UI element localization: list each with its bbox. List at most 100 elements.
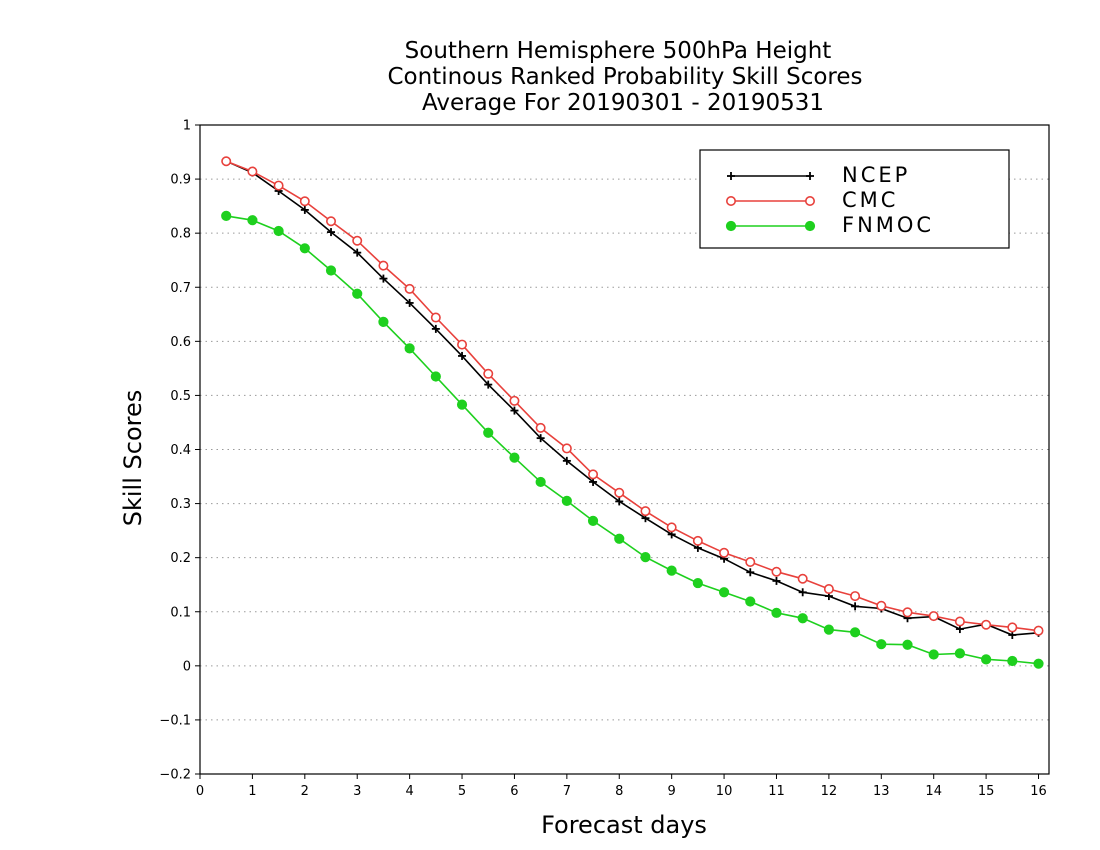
data-point-fnmoc (928, 649, 939, 660)
data-point-fnmoc (325, 265, 337, 276)
data-point-cmc (299, 196, 310, 207)
data-point-cmc (666, 522, 677, 533)
data-point-cmc (247, 166, 258, 177)
data-point-fnmoc (640, 552, 651, 563)
y-tick-label: −0.2 (159, 768, 191, 783)
x-tick-label: 5 (458, 784, 466, 799)
data-point-cmc (614, 487, 625, 498)
series-fnmoc (221, 210, 1044, 669)
x-tick-label: 0 (196, 784, 204, 799)
data-point-fnmoc (666, 565, 677, 576)
y-axis-label: Skill Scores (119, 390, 147, 527)
x-tick-label: 7 (563, 784, 571, 799)
data-point-cmc (719, 547, 730, 558)
data-point-fnmoc (876, 639, 887, 650)
legend-marker-fnmoc (725, 220, 737, 232)
data-point-ncep (405, 298, 414, 307)
data-point-cmc (588, 469, 599, 480)
title-line-1: Southern Hemisphere 500hPa Height (405, 38, 832, 64)
data-point-cmc (273, 180, 284, 191)
data-point-cmc (535, 422, 546, 433)
y-tick-label: 0.4 (170, 443, 191, 458)
legend-label-cmc: CMC (842, 188, 898, 212)
legend-label-fnmoc: FNMOC (842, 213, 934, 237)
series-cmc (221, 156, 1044, 636)
legend-samples (725, 172, 816, 232)
data-point-ncep (353, 248, 362, 257)
data-point-fnmoc (247, 215, 258, 226)
data-point-cmc (1033, 625, 1044, 636)
y-tick-label: 0.8 (170, 227, 191, 242)
data-point-fnmoc (981, 654, 992, 665)
data-point-cmc (902, 607, 913, 618)
data-point-fnmoc (823, 624, 834, 635)
y-tick-label: 0.3 (170, 497, 191, 512)
data-point-cmc (378, 260, 389, 271)
data-point-ncep (431, 324, 440, 333)
y-tick-label: 0.2 (170, 551, 191, 566)
data-point-cmc (561, 443, 572, 454)
data-point-ncep (772, 576, 781, 585)
data-point-fnmoc (954, 648, 966, 659)
data-point-cmc (483, 368, 494, 379)
data-point-fnmoc (273, 225, 284, 237)
chart-title: Southern Hemisphere 500hPa Height Contin… (387, 38, 862, 116)
data-point-cmc (850, 591, 861, 602)
x-tick-label: 3 (353, 784, 361, 799)
x-tick-label: 8 (615, 784, 623, 799)
legend-marker-ncep (727, 172, 735, 180)
data-point-fnmoc (745, 596, 756, 607)
x-tick-label: 15 (978, 784, 995, 799)
data-point-ncep (327, 228, 336, 237)
data-point-cmc (745, 556, 756, 567)
data-point-cmc (797, 573, 808, 584)
data-point-fnmoc (221, 210, 232, 221)
legend-marker-cmc (725, 196, 736, 207)
plot-frame (199, 124, 1050, 775)
legend-label-ncep: NCEP (842, 163, 910, 187)
data-point-fnmoc (797, 613, 808, 624)
y-tick-label: 0.5 (170, 389, 191, 404)
x-tick-label: 1 (248, 784, 256, 799)
series-line-ncep (225, 160, 1039, 636)
x-tick-label: 10 (716, 784, 733, 799)
data-point-fnmoc (614, 533, 625, 544)
data-point-fnmoc (378, 316, 389, 327)
data-point-fnmoc (456, 399, 468, 410)
data-point-ncep (458, 351, 467, 360)
y-tick-label: 0.7 (170, 281, 191, 296)
data-point-ncep (798, 588, 807, 597)
x-axis-label: Forecast days (541, 811, 707, 839)
y-tick-label: −0.1 (159, 713, 191, 728)
data-point-fnmoc (483, 427, 494, 438)
data-point-ncep (484, 380, 493, 389)
data-point-fnmoc (718, 587, 730, 598)
data-point-cmc (352, 235, 363, 246)
legend-sample-fnmoc (725, 220, 816, 232)
x-tick-label: 2 (301, 784, 309, 799)
data-point-cmc (1007, 622, 1018, 633)
data-point-cmc (509, 395, 520, 406)
data-point-fnmoc (849, 627, 861, 638)
data-point-cmc (771, 566, 782, 577)
x-tick-label: 6 (510, 784, 518, 799)
y-tick-label: 0 (183, 659, 191, 674)
data-point-fnmoc (561, 495, 572, 506)
x-tick-label: 4 (405, 784, 413, 799)
data-point-cmc (954, 616, 965, 627)
y-tick-label: 1 (183, 119, 191, 134)
data-point-cmc (326, 216, 337, 227)
x-tick-label: 9 (668, 784, 676, 799)
data-point-fnmoc (299, 243, 310, 254)
data-point-fnmoc (509, 452, 520, 463)
legend-box (699, 149, 1010, 249)
data-point-fnmoc (404, 343, 415, 354)
series-lines (221, 156, 1044, 669)
series-line-fnmoc (226, 215, 1039, 665)
data-point-cmc (692, 535, 703, 546)
legend-sample-ncep (727, 172, 814, 180)
data-point-ncep (379, 274, 388, 283)
data-point-ncep (300, 205, 309, 214)
data-point-fnmoc (1033, 658, 1044, 669)
